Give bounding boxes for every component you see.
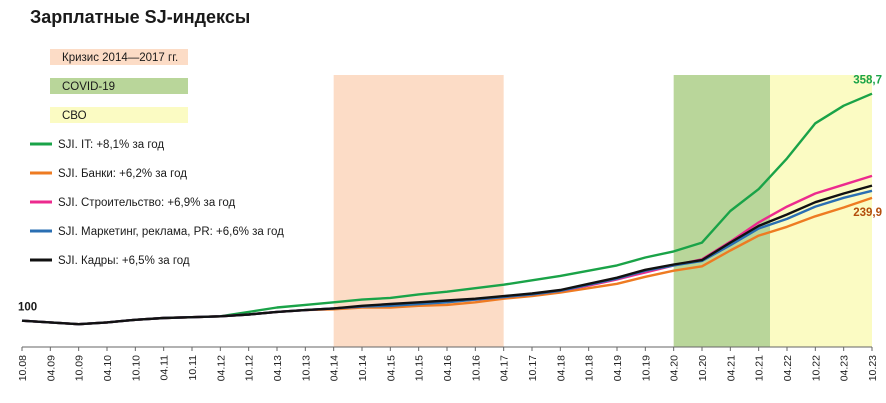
- annotation-2: 239,9: [853, 207, 882, 219]
- legend-swatch-band-1: [50, 78, 188, 94]
- series-line-4: [21, 184, 873, 326]
- x-tick-label: 10.19: [640, 355, 652, 381]
- x-tick-label: 04.13: [272, 355, 284, 381]
- x-tick-label: 10.14: [357, 355, 369, 381]
- x-tick-label: 04.12: [215, 355, 227, 381]
- x-tick-label: 10.17: [527, 355, 539, 381]
- x-tick-label: 10.16: [470, 355, 482, 381]
- band-1: [673, 75, 770, 347]
- legend-label-series-0: SJI. IT: +8,1% за год: [58, 139, 164, 151]
- x-tick-label: 10.11: [187, 355, 199, 381]
- legend-swatch-band-2: [50, 107, 188, 123]
- x-tick-label: 04.11: [159, 355, 171, 381]
- legend-label-series-3: SJI. Маркетинг, реклама, PR: +6,6% за го…: [58, 226, 284, 238]
- x-tick-label: 10.09: [74, 355, 86, 381]
- legend-label-series-4: SJI. Кадры: +6,5% за год: [58, 255, 190, 267]
- chart-title: Зарплатные SJ-индексы: [30, 7, 250, 27]
- annotation-0: 100: [18, 302, 37, 314]
- bands-layer: [333, 75, 872, 347]
- x-tick-label: 10.23: [867, 355, 879, 381]
- legend-label-series-1: SJI. Банки: +6,2% за год: [58, 168, 187, 180]
- x-tick-label: 10.15: [414, 355, 426, 381]
- x-tick-label: 10.10: [130, 355, 142, 381]
- x-tick-label: 04.10: [102, 355, 114, 381]
- x-tick-label: 04.17: [499, 355, 511, 381]
- x-tick-label: 04.09: [45, 355, 57, 381]
- legend-label-series-2: SJI. Строительство: +6,9% за год: [58, 197, 236, 209]
- series-lines: [21, 92, 873, 326]
- x-tick-label: 04.22: [782, 355, 794, 381]
- legend-label-band-2: СВО: [62, 110, 87, 122]
- x-tick-label: 04.21: [725, 355, 737, 381]
- x-tick-label: 04.23: [839, 355, 851, 381]
- x-tick-label: 10.13: [300, 355, 312, 381]
- legend: Кризис 2014—2017 гг. COVID-19 СВО SJI. IT: …: [30, 49, 284, 267]
- x-tick-label: 10.22: [810, 355, 822, 381]
- legend-label-band-0: Кризис 2014—2017 гг.: [62, 52, 178, 64]
- x-ticks: 10.08 04.09 10.09 04.10 10.10 04.11 10.11 04.12…: [17, 347, 879, 381]
- x-tick-label: 10.21: [754, 355, 766, 381]
- x-tick-label: 04.18: [555, 355, 567, 381]
- x-tick-label: 10.12: [244, 355, 256, 381]
- x-tick-label: 10.08: [17, 355, 29, 381]
- annotation-1: 358,7: [853, 75, 882, 87]
- x-tick-label: 04.15: [385, 355, 397, 381]
- x-tick-label: 10.20: [697, 355, 709, 381]
- legend-swatch-band-0: [50, 49, 188, 65]
- annotations: 100 358,7 239,9: [18, 75, 882, 314]
- x-tick-label: 04.14: [329, 355, 341, 381]
- x-tick-label: 04.19: [612, 355, 624, 381]
- x-tick-label: 10.18: [584, 355, 596, 381]
- x-tick-label: 04.16: [442, 355, 454, 381]
- legend-label-band-1: COVID-19: [62, 81, 115, 93]
- x-tick-label: 04.20: [669, 355, 681, 381]
